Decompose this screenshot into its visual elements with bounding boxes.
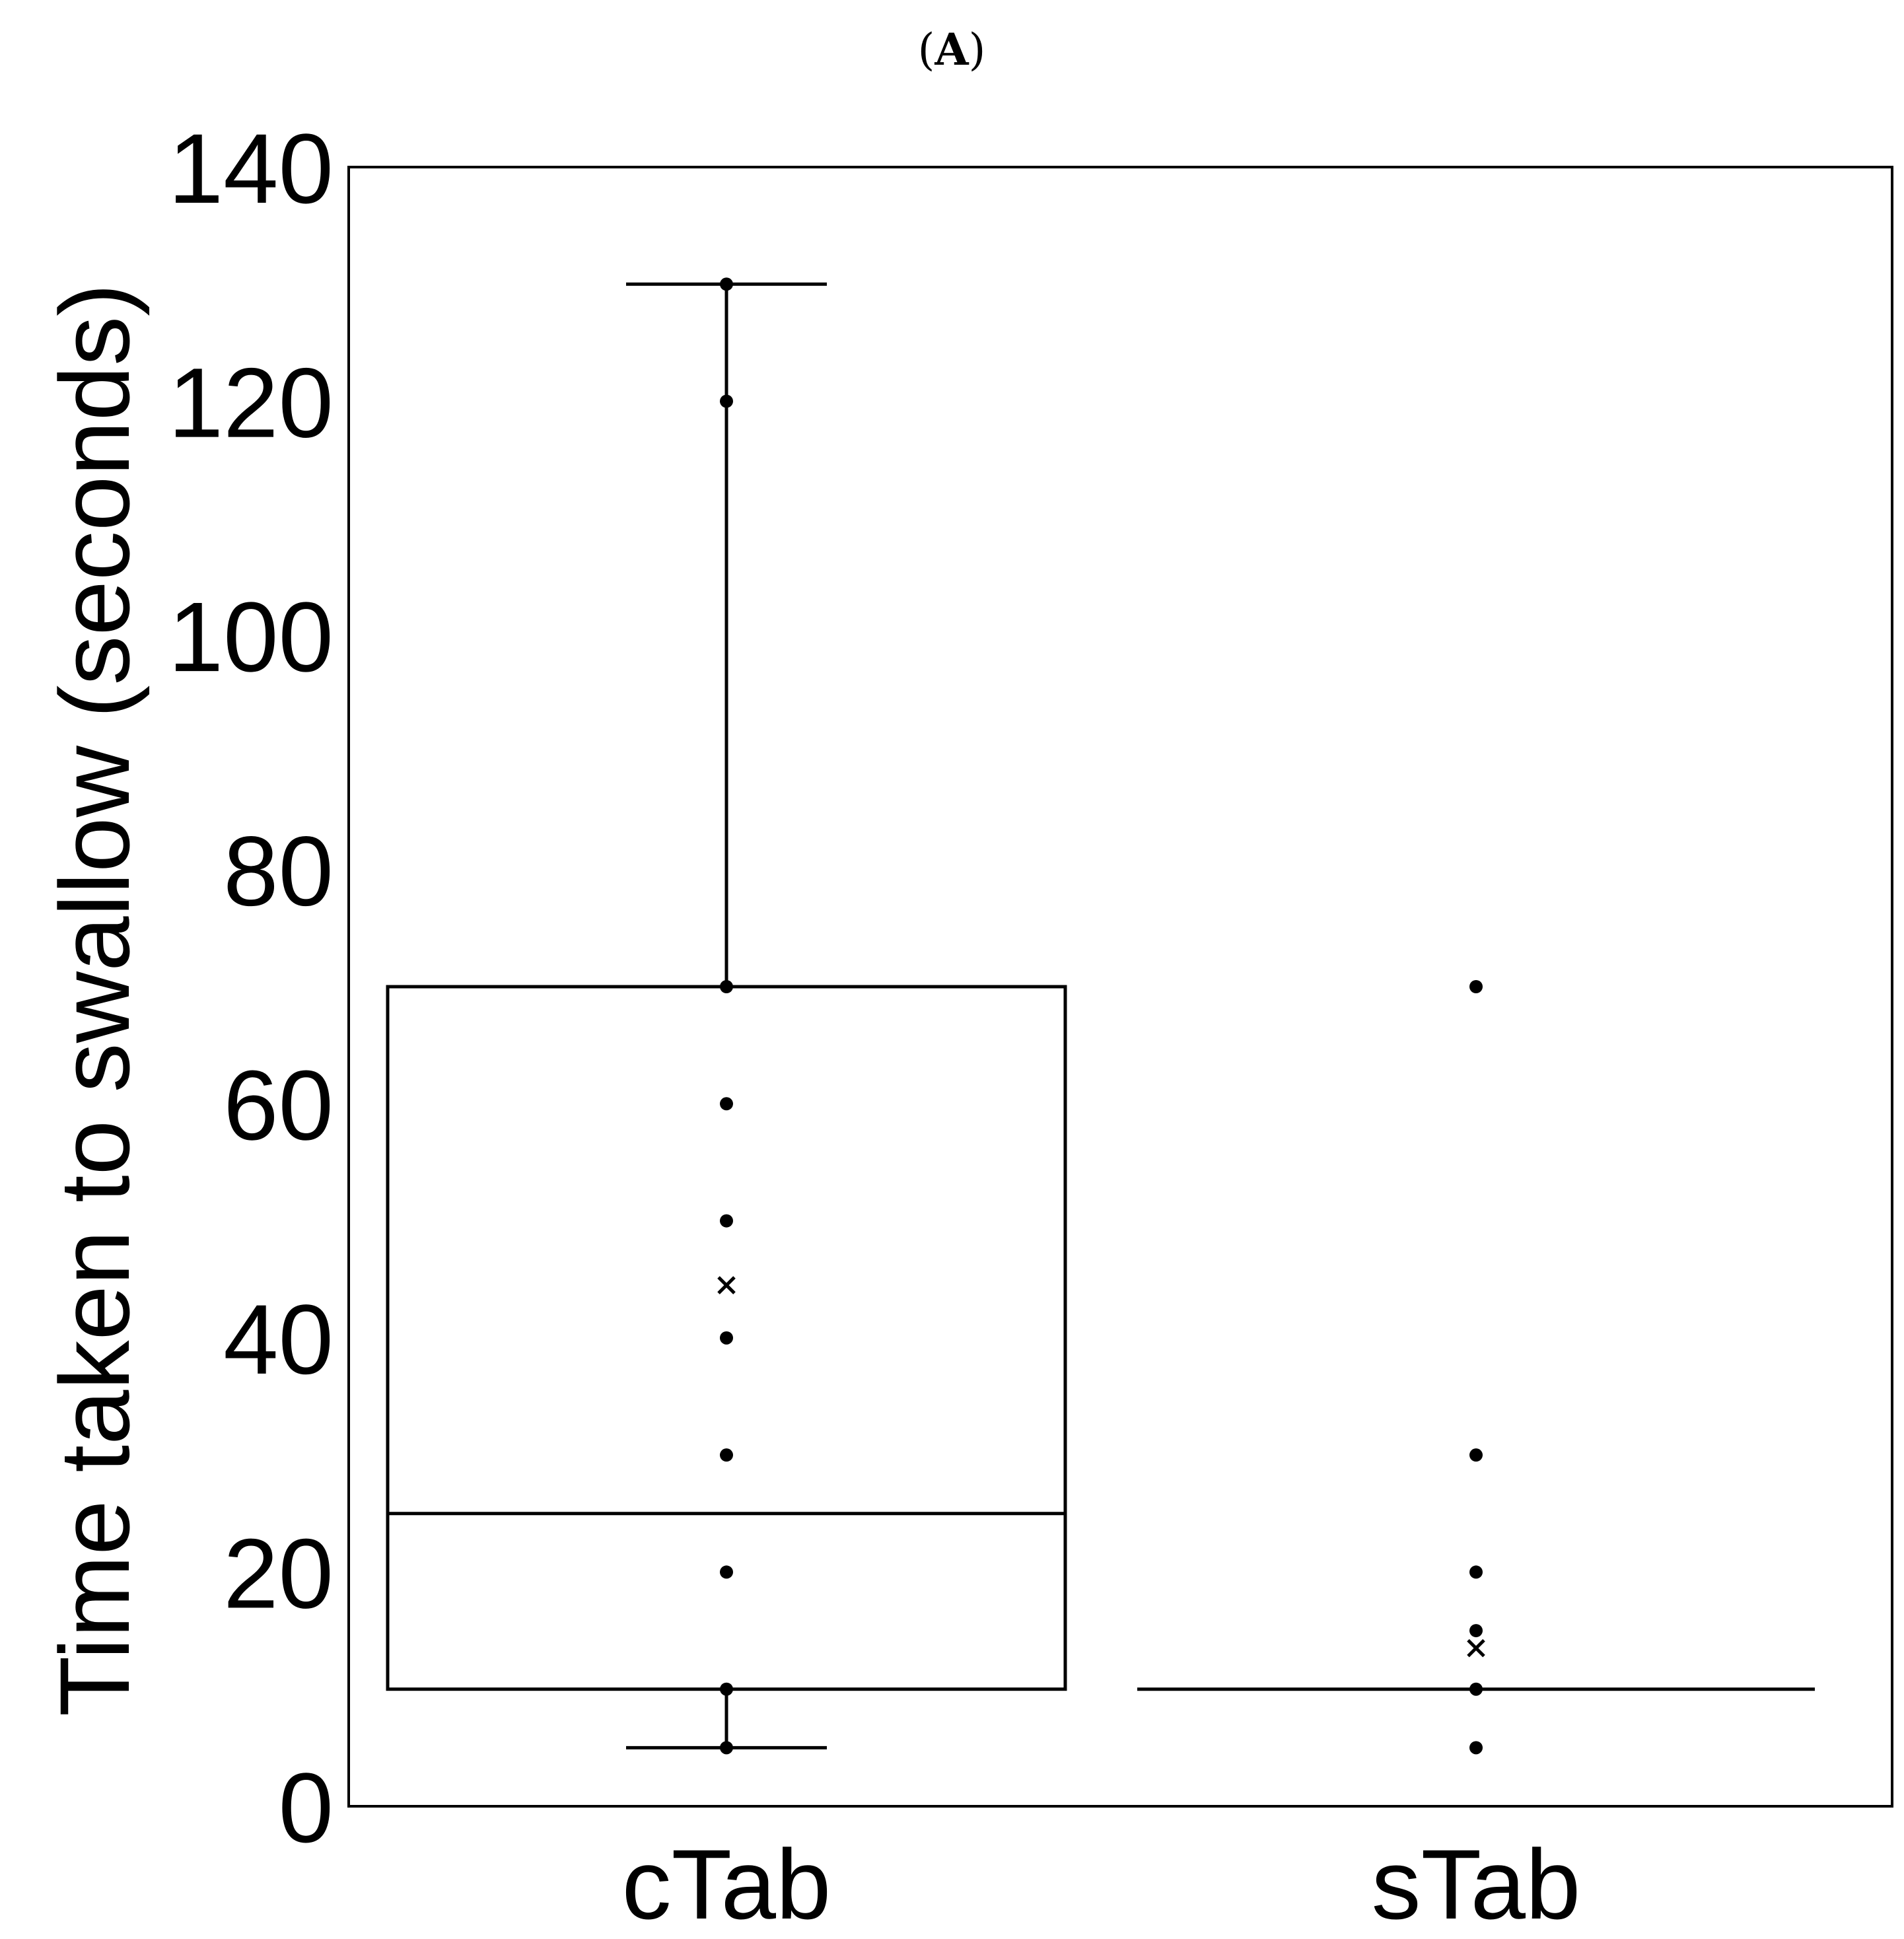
box-ctab-point-3 — [720, 1448, 733, 1462]
y-tick-label-120: 120 — [168, 347, 334, 458]
y-tick-label-60: 60 — [223, 1049, 334, 1160]
box-stab-point-3 — [1469, 1565, 1483, 1579]
panel-open-paren: ( — [918, 24, 935, 75]
box-stab-point-2 — [1469, 1624, 1483, 1638]
box-ctab-point-6 — [720, 1097, 733, 1111]
box-ctab-point-4 — [720, 1331, 733, 1345]
y-tick-label-40: 40 — [223, 1284, 334, 1395]
box-stab-mean-marker — [1467, 1639, 1485, 1658]
y-axis-title: Time taken to swallow (seconds) — [39, 283, 150, 1716]
box-ctab-point-1 — [720, 1682, 733, 1696]
box-ctab — [386, 277, 1067, 1755]
box-stab — [1137, 980, 1815, 1755]
box-stab-point-0 — [1469, 1741, 1483, 1755]
y-tick-label-80: 80 — [223, 816, 334, 927]
y-axis-ticks: 0 20 40 60 80 100 120 140 — [168, 113, 334, 1863]
x-category-label-stab: sTab — [1372, 1829, 1581, 1939]
box-ctab-point-8 — [720, 394, 733, 408]
x-category-label-ctab: cTab — [622, 1829, 831, 1939]
x-axis-categories: cTab sTab — [622, 1829, 1581, 1939]
panel-close-paren: ) — [969, 24, 986, 75]
y-tick-label-0: 0 — [279, 1752, 334, 1863]
y-tick-label-140: 140 — [168, 113, 334, 224]
box-series — [386, 277, 1815, 1755]
box-ctab-point-0 — [720, 1741, 733, 1755]
panel-letter: A — [934, 24, 969, 75]
panel-label: (A) — [918, 24, 986, 75]
box-ctab-mean-marker — [717, 1276, 736, 1294]
box-stab-point-1 — [1469, 1682, 1483, 1696]
box-ctab-point-9 — [720, 277, 733, 291]
box-stab-point-4 — [1469, 1448, 1483, 1462]
plot-frame — [347, 166, 1893, 1808]
y-tick-label-20: 20 — [223, 1518, 334, 1629]
box-stab-point-5 — [1469, 980, 1483, 993]
y-tick-label-100: 100 — [168, 581, 334, 692]
box-ctab-point-2 — [720, 1565, 733, 1579]
box-ctab-point-5 — [720, 1214, 733, 1228]
box-ctab-point-7 — [720, 980, 733, 993]
